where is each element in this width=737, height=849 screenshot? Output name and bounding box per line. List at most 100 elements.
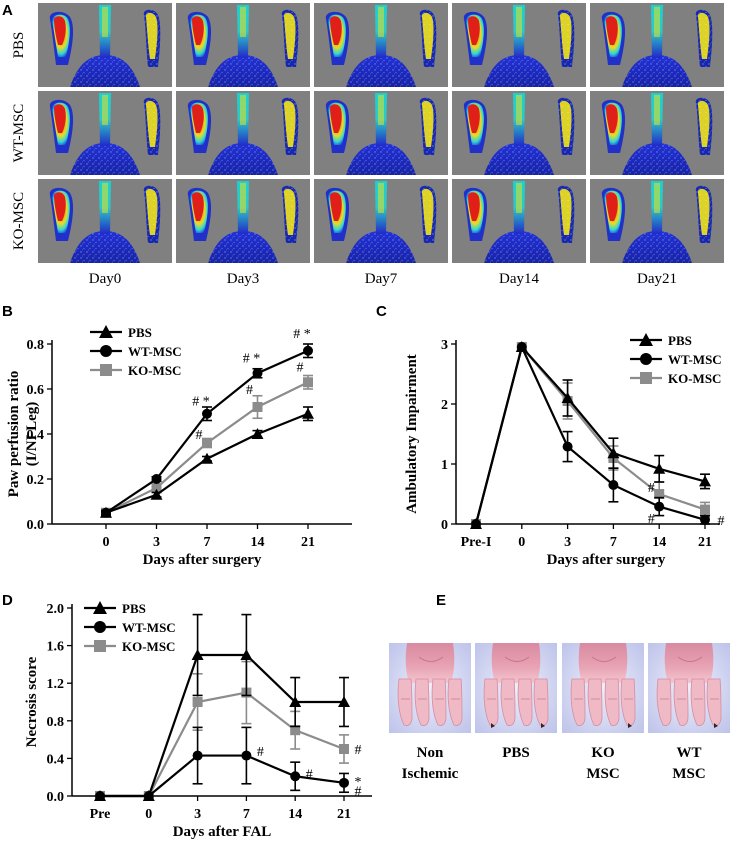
- significance-marker: # *: [293, 327, 311, 342]
- mouse-tail-core: [516, 95, 522, 125]
- data-point-circle: [143, 791, 154, 801]
- ischemic-paw: [695, 97, 713, 155]
- significance-marker: #: [648, 512, 655, 527]
- x-tick-label: 14: [652, 535, 666, 550]
- legend-marker-triangle: [639, 333, 653, 346]
- mouse-tail-core: [102, 183, 108, 213]
- data-point-circle: [303, 345, 313, 356]
- significance-marker: #: [355, 743, 362, 758]
- data-point-circle: [101, 507, 111, 518]
- x-tick-label: 21: [337, 807, 351, 822]
- mouse-body-texture: [622, 143, 692, 175]
- y-tick-label: 0: [441, 518, 448, 533]
- doppler-image-pbs-day21: [590, 3, 724, 87]
- paw-photo-pbs: [475, 643, 557, 733]
- paw-flow-core: [330, 104, 342, 133]
- ischemic-paw: [695, 185, 713, 243]
- paw-texture: [557, 185, 575, 243]
- photo-caption-line2: Ischemic: [402, 766, 459, 782]
- mouse-tail-core: [516, 183, 522, 213]
- significance-marker: #: [297, 361, 304, 376]
- data-point-triangle: [302, 407, 314, 419]
- ischemic-paw: [695, 9, 713, 68]
- mouse-body-texture: [70, 143, 140, 175]
- x-tick-label: 14: [251, 535, 265, 550]
- legend-label: PBS: [122, 601, 146, 616]
- photo-caption-line1: WT: [676, 745, 701, 761]
- paw-texture: [143, 97, 161, 155]
- y-tick-label: 1.6: [47, 640, 65, 655]
- mouse-tail-core: [240, 95, 246, 125]
- mouse-tail-core: [378, 183, 384, 213]
- paw-flow-core: [468, 192, 480, 221]
- legend-marker-circle: [640, 353, 652, 365]
- paw-flow-core: [330, 16, 342, 45]
- palm-crease: [504, 656, 530, 662]
- paw-texture: [557, 9, 575, 68]
- paw-toe: [397, 678, 413, 726]
- ischemic-paw: [419, 9, 437, 68]
- legend-label: KO-MSC: [122, 639, 175, 654]
- control-paw: [187, 187, 212, 241]
- mouse-body-texture: [208, 143, 278, 175]
- data-point-circle: [241, 750, 252, 761]
- mouse-body-texture: [70, 231, 140, 263]
- image-column-labels: Day0 Day3 Day7 Day14 Day21: [89, 271, 677, 287]
- column-label-day7: Day7: [365, 271, 398, 287]
- data-point-circle: [654, 501, 665, 512]
- paw-texture: [143, 185, 161, 243]
- mouse-tail-core: [240, 183, 246, 213]
- doppler-image-pbs-day0: [38, 3, 172, 87]
- necrotic-nail: [714, 723, 718, 728]
- data-point-circle: [252, 368, 263, 379]
- control-paw: [463, 11, 488, 65]
- mouse-body-texture: [346, 231, 416, 263]
- data-point-triangle: [150, 488, 163, 500]
- significance-marker: #: [306, 767, 313, 782]
- data-point-triangle: [251, 428, 264, 439]
- mouse-tail-core: [378, 95, 384, 125]
- paw-toe: [690, 678, 706, 726]
- x-tick-label: 0: [518, 535, 525, 550]
- x-tick-label: 7: [243, 807, 250, 822]
- control-paw: [325, 187, 350, 241]
- doppler-image-pbs-day3: [176, 3, 310, 87]
- legend-marker-triangle: [99, 325, 113, 338]
- significance-marker: #: [196, 428, 203, 443]
- paw-texture: [419, 97, 437, 155]
- palm-crease: [677, 656, 703, 662]
- photo-caption-line2: MSC: [672, 766, 705, 782]
- paw-toe: [483, 678, 499, 726]
- y-tick-label: 1.2: [47, 677, 65, 692]
- x-axis-title: Days after surgery: [143, 552, 262, 568]
- doppler-image-ko-msc-day7: [314, 179, 448, 263]
- significance-marker: #: [355, 784, 362, 799]
- row-label-pbs: PBS: [11, 32, 27, 59]
- x-tick-label: 7: [610, 535, 617, 550]
- paw-flow-core: [192, 192, 204, 221]
- paw-toe: [570, 678, 586, 726]
- x-tick-label: 3: [153, 535, 160, 550]
- ischemic-paw: [419, 185, 437, 243]
- legend-marker-square: [100, 364, 112, 376]
- mouse-body-texture: [208, 55, 278, 87]
- y-tick-label: 1: [441, 458, 448, 473]
- x-tick-label: Pre-I: [461, 535, 492, 550]
- paw-photo-wt-msc: [648, 643, 730, 733]
- x-tick-label: Pre: [90, 807, 111, 822]
- mouse-body-texture: [208, 231, 278, 263]
- data-point-square: [252, 402, 263, 412]
- data-point-square: [303, 377, 313, 388]
- control-paw: [463, 187, 488, 241]
- significance-marker: # *: [192, 394, 210, 409]
- paw-palm: [664, 643, 714, 683]
- row-label-ko-msc: KO-MSC: [11, 192, 27, 250]
- paw-flow-core: [54, 104, 66, 133]
- doppler-image-wt-msc-day0: [38, 91, 172, 175]
- x-tick-label: 0: [145, 807, 152, 822]
- column-label-day14: Day14: [499, 271, 539, 287]
- x-tick-label: 3: [564, 535, 571, 550]
- data-point-triangle: [653, 462, 666, 474]
- paw-photo-panel: Non Ischemic PBS KO MSC WT MSC: [389, 643, 730, 782]
- paw-toe: [656, 678, 672, 726]
